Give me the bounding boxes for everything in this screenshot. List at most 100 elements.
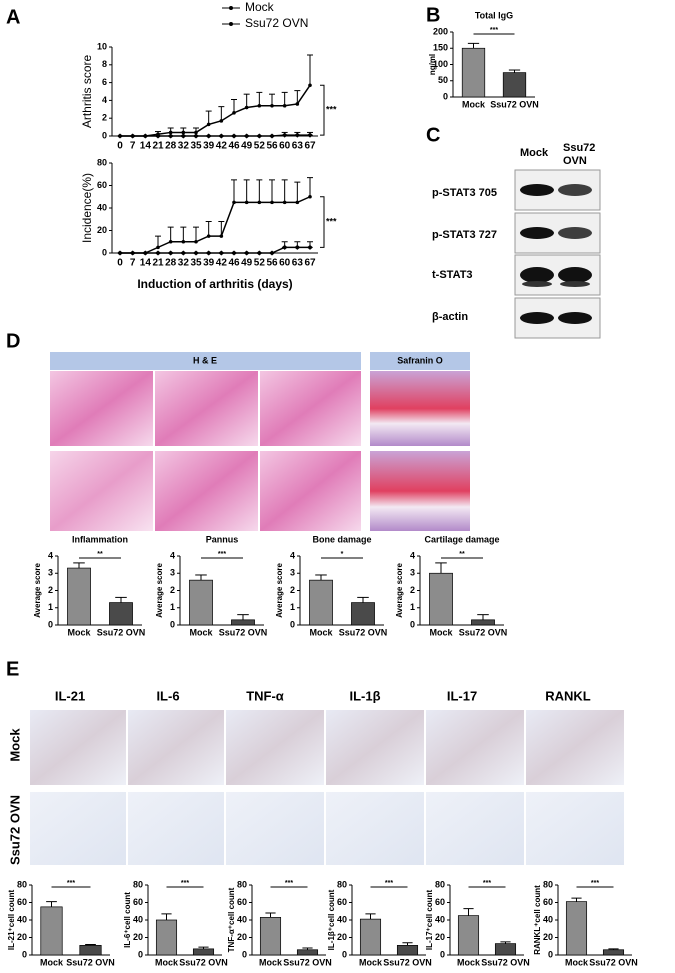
protein-label: p-STAT3 727 [432, 229, 497, 241]
x-tick-label: 49 [241, 141, 253, 152]
x-tick-label: 28 [165, 258, 177, 269]
panel-letter: C [426, 124, 440, 146]
x-tick-label: Ssu72 OVN [97, 627, 146, 637]
x-tick-label: Ssu72 OVN [490, 99, 539, 109]
y-tick-label: 4 [170, 550, 175, 560]
bar [192, 948, 215, 956]
bar [602, 949, 625, 956]
y-tick-label: 1 [170, 602, 175, 612]
y-tick-label: 150 [433, 43, 448, 53]
marker-label: IL-1β [349, 688, 380, 703]
y-tick-label: 4 [48, 550, 53, 560]
x-tick-label: Ssu72 OVN [339, 627, 388, 637]
point [167, 133, 174, 139]
bar [309, 579, 333, 626]
point [256, 133, 263, 139]
point [282, 103, 287, 108]
x-tick-label: 35 [190, 258, 202, 269]
y-tick-label: 60 [543, 897, 553, 907]
bar [565, 901, 588, 956]
y-tick-label: 0 [440, 949, 445, 959]
y-tick-label: 0 [290, 619, 295, 629]
x-tick-label: Mock [462, 99, 486, 109]
x-tick-label: 42 [216, 258, 228, 269]
point [295, 102, 300, 106]
annotation: *** [326, 216, 337, 226]
legend-marker [229, 22, 233, 26]
blot-band [520, 267, 554, 283]
chart-title: Bone damage [312, 534, 371, 544]
y-tick-label: 20 [133, 932, 143, 942]
x-tick-label: Ssu72 OVN [283, 957, 332, 967]
y-axis-label: Incidence(%) [80, 173, 94, 243]
y-axis-label: Average score [155, 563, 164, 618]
y-tick-label: 100 [433, 59, 448, 69]
x-tick-label: Ssu72 OVN [179, 957, 228, 967]
blot-band [558, 227, 592, 239]
point [206, 122, 211, 127]
point [308, 83, 312, 88]
y-axis-label: Average score [395, 563, 404, 618]
y-tick-label: 50 [438, 75, 448, 85]
blot-band [522, 281, 552, 287]
header-bar [370, 352, 470, 370]
x-tick-label: 7 [130, 141, 136, 152]
x-tick-label: Mock [259, 957, 283, 967]
y-tick-label: 20 [435, 932, 445, 942]
line [120, 84, 311, 137]
point [270, 200, 274, 205]
y-tick-label: 2 [290, 585, 295, 595]
bar [429, 572, 453, 626]
significance-bracket [320, 196, 325, 248]
x-tick-label: Ssu72 OVN [383, 957, 432, 967]
y-tick-label: 20 [97, 225, 107, 235]
x-tick-label: 28 [165, 141, 177, 152]
point [307, 244, 313, 250]
y-axis-label: Arthritis score [80, 55, 94, 129]
x-tick-label: 14 [140, 141, 152, 152]
bar [471, 619, 495, 626]
y-tick-label: 80 [543, 879, 553, 889]
point [167, 250, 174, 256]
point [193, 250, 199, 256]
point [168, 239, 173, 244]
x-tick-label: 32 [178, 141, 190, 152]
y-tick-label: 0 [443, 91, 448, 101]
x-tick-label: Ssu72 OVN [481, 957, 530, 967]
y-tick-label: 40 [237, 914, 247, 924]
point [257, 103, 262, 108]
point [205, 133, 212, 139]
x-tick-label: Ssu72 OVN [66, 957, 115, 967]
x-tick-label: 52 [254, 258, 266, 269]
y-tick-label: 80 [435, 879, 445, 889]
annotation: *** [285, 880, 293, 887]
y-tick-label: 0 [170, 619, 175, 629]
point [244, 105, 249, 110]
chart-title: Cartilage damage [424, 534, 499, 544]
y-tick-label: 10 [97, 41, 107, 51]
bar [40, 906, 63, 956]
y-axis-label: IL-1β⁺cell count [327, 889, 336, 950]
point [142, 250, 149, 256]
y-tick-label: 80 [237, 879, 247, 889]
x-tick-label: 67 [304, 141, 316, 152]
y-tick-label: 20 [543, 932, 553, 942]
histology-images [50, 371, 470, 531]
legend-marker [229, 6, 233, 10]
chart-title: Total IgG [475, 10, 513, 20]
panel-letter: B [426, 4, 440, 26]
marker-label: IL-21 [55, 688, 85, 703]
point [244, 200, 249, 205]
stain-label: H & E [193, 355, 217, 365]
point [270, 103, 274, 108]
point [243, 133, 250, 139]
x-tick-label: 0 [117, 258, 123, 269]
point [219, 119, 224, 123]
point [282, 200, 287, 205]
annotation: *** [218, 551, 226, 558]
y-tick-label: 80 [133, 879, 143, 889]
panel-letter: E [6, 658, 19, 680]
annotation: *** [326, 105, 337, 115]
point [218, 250, 225, 256]
point [117, 133, 123, 139]
